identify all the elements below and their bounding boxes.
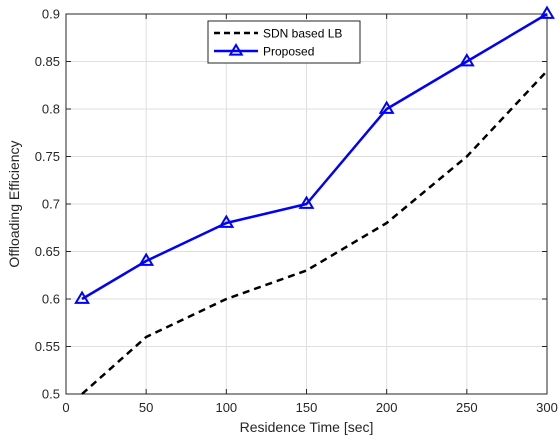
y-tick-label: 0.55 [35,339,60,354]
data-point-proposed [138,252,155,266]
data-point-proposed [74,290,90,304]
data-point-proposed [539,5,555,19]
y-axis-label: Offloading Efficiency [6,140,22,267]
data-point-proposed [378,100,395,114]
data-point-proposed [458,53,475,67]
legend: SDN based LB Proposed [207,20,361,64]
x-tick-label: 100 [215,400,237,415]
legend-marker-proposed [228,43,244,56]
x-tick-label: 0 [62,400,69,415]
y-tick-label: 0.85 [35,54,60,69]
x-tick-label: 50 [139,400,153,415]
x-tick-label: 150 [296,400,318,415]
y-tick-label: 0.9 [42,7,60,22]
y-tick-label: 0.6 [42,292,60,307]
y-tick-label: 0.5 [42,387,60,402]
series-line-proposed [81,12,548,301]
data-point-proposed [298,195,315,209]
legend-label-proposed: Proposed [263,45,314,59]
y-tick-label: 0.8 [42,102,60,117]
x-tick-label: 200 [376,400,398,415]
x-tick-label: 300 [536,400,558,415]
axis-ticks: 0 50 100 150 200 250 300 0.5 0.55 0.6 0.65 0.7 0.75 0… [35,7,558,416]
series-layer [74,5,555,395]
legend-box [207,20,361,64]
y-tick-label: 0.75 [35,149,60,164]
legend-label-sdn-based-lb: SDN based LB [263,27,342,41]
y-tick-label: 0.65 [35,244,60,259]
y-tick-label: 0.7 [42,197,60,212]
series-line-sdn-based-lb [81,70,548,395]
data-point-proposed [218,214,235,228]
x-tick-label: 250 [456,400,478,415]
x-axis-label: Residence Time [sec] [240,419,374,435]
